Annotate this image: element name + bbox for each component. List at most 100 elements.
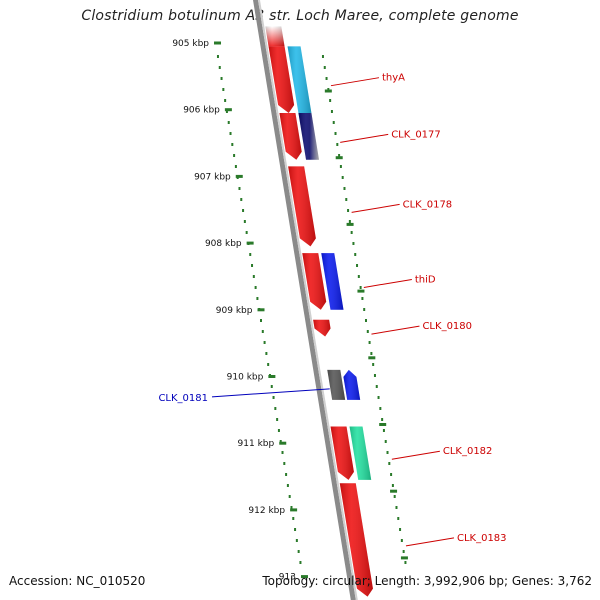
ruler-major-tick bbox=[390, 489, 398, 493]
ruler-dot bbox=[404, 561, 407, 564]
ruler-dot bbox=[277, 429, 280, 432]
ruler-dot bbox=[399, 528, 402, 531]
ruler-major-tick bbox=[324, 89, 332, 93]
ruler-label: 907 kbp bbox=[194, 172, 231, 182]
gene-label: CLK_0183 bbox=[457, 533, 507, 544]
ruler-dot bbox=[400, 539, 403, 542]
gene-label: CLK_0182 bbox=[443, 446, 493, 457]
ruler-dot bbox=[397, 517, 400, 520]
gene-feature-shading bbox=[298, 113, 320, 160]
ruler-dot bbox=[348, 220, 351, 223]
ruler-dot bbox=[297, 550, 300, 553]
ruler-dot bbox=[338, 154, 341, 157]
ruler-dot bbox=[245, 231, 248, 234]
ruler-dot bbox=[329, 99, 332, 102]
gene-label-leader bbox=[371, 325, 420, 335]
ruler-dot bbox=[377, 396, 380, 399]
ruler-label: 906 kbp bbox=[183, 106, 220, 116]
gene-label-leader bbox=[391, 450, 440, 460]
ruler-dot bbox=[286, 484, 289, 487]
ruler-major-tick bbox=[400, 556, 408, 560]
ruler-dot bbox=[402, 550, 405, 553]
ruler-dot bbox=[279, 440, 282, 443]
ruler-major-tick bbox=[224, 108, 232, 112]
ruler-dot bbox=[382, 429, 385, 432]
ruler-dot bbox=[347, 209, 350, 212]
gene-feature-shading bbox=[279, 113, 302, 160]
gene-feature-shading bbox=[288, 166, 316, 247]
ruler-major-tick bbox=[290, 508, 298, 512]
ruler-dot bbox=[341, 176, 344, 179]
ruler-dot bbox=[379, 407, 382, 410]
ruler-label: 908 kbp bbox=[205, 239, 242, 249]
genome-summary-text: Topology: circular; Length: 3,992,906 bp… bbox=[262, 574, 592, 588]
ruler-dot bbox=[283, 462, 286, 465]
ruler-dot bbox=[395, 506, 398, 509]
ruler-dot bbox=[323, 66, 326, 69]
ruler-dot bbox=[252, 275, 255, 278]
gene-feature-shading bbox=[287, 46, 312, 114]
ruler-major-tick bbox=[214, 41, 222, 45]
ruler-dot bbox=[330, 110, 333, 113]
gene-label: CLK_0178 bbox=[403, 199, 453, 210]
ruler-major-tick bbox=[357, 289, 365, 293]
ruler-major-tick bbox=[368, 356, 376, 360]
ruler-dot bbox=[267, 363, 270, 366]
ruler-dot bbox=[231, 143, 234, 146]
ruler-dot bbox=[390, 473, 393, 476]
ruler-dot bbox=[218, 66, 221, 69]
accession-text: Accession: NC_010520 bbox=[9, 574, 146, 588]
ruler-label: 910 kbp bbox=[227, 373, 264, 383]
ruler-dot bbox=[238, 187, 241, 190]
ruler-dot bbox=[352, 242, 355, 245]
ruler-dot bbox=[265, 352, 268, 355]
ruler-dot bbox=[285, 473, 288, 476]
ruler-dot bbox=[357, 275, 360, 278]
gene-feature-shading bbox=[268, 46, 295, 114]
ruler-dot bbox=[343, 187, 346, 190]
gene-feature-shading bbox=[302, 253, 327, 310]
ruler-dot bbox=[373, 374, 376, 377]
ruler-dot bbox=[288, 495, 291, 498]
ruler-dot bbox=[393, 495, 396, 498]
gene-label-leader bbox=[405, 537, 455, 547]
ruler-ticks: 905 kbp 906 kbp 907 kbp 908 kbp 909 kbp 910 k… bbox=[172, 39, 408, 583]
ruler-dot bbox=[375, 385, 378, 388]
ruler-dot bbox=[350, 231, 353, 234]
gene-feature-shading bbox=[321, 253, 344, 310]
ruler-dot bbox=[254, 286, 257, 289]
ruler-dot bbox=[242, 209, 245, 212]
ruler-label: 905 kbp bbox=[172, 39, 209, 49]
gene-label: CLK_0181 bbox=[158, 393, 208, 404]
ruler-dot bbox=[391, 484, 394, 487]
ruler-dot bbox=[359, 286, 362, 289]
gene-label-leader bbox=[211, 388, 330, 398]
gene-label: thyA bbox=[382, 73, 405, 84]
ruler-dot bbox=[274, 407, 277, 410]
ruler-dot bbox=[234, 165, 237, 168]
genome-backbone bbox=[252, 0, 358, 600]
gene-feature-shading bbox=[339, 483, 373, 597]
gene-label-leader bbox=[363, 278, 412, 288]
map-title: Clostridium botulinum A3 str. Loch Maree… bbox=[81, 8, 519, 24]
gene-label: CLK_0180 bbox=[422, 321, 472, 332]
gene-feature-shading bbox=[265, 26, 285, 47]
ruler-dot bbox=[363, 308, 366, 311]
ruler-dot bbox=[294, 528, 297, 531]
ruler-dot bbox=[290, 506, 293, 509]
ruler-dot bbox=[361, 297, 364, 300]
gene-feature-shading bbox=[330, 426, 354, 480]
ruler-dot bbox=[321, 55, 324, 58]
gene-label-leader bbox=[340, 133, 389, 143]
ruler-dot bbox=[332, 121, 335, 124]
ruler-major-tick bbox=[246, 241, 254, 245]
ruler-dot bbox=[251, 264, 254, 267]
ruler-dot bbox=[388, 462, 391, 465]
ruler-dot bbox=[366, 330, 369, 333]
ruler-dot bbox=[225, 110, 228, 113]
ruler-dot bbox=[386, 451, 389, 454]
ruler-dot bbox=[216, 55, 219, 58]
ruler-dot bbox=[345, 198, 348, 201]
ruler-major-tick bbox=[279, 441, 287, 445]
